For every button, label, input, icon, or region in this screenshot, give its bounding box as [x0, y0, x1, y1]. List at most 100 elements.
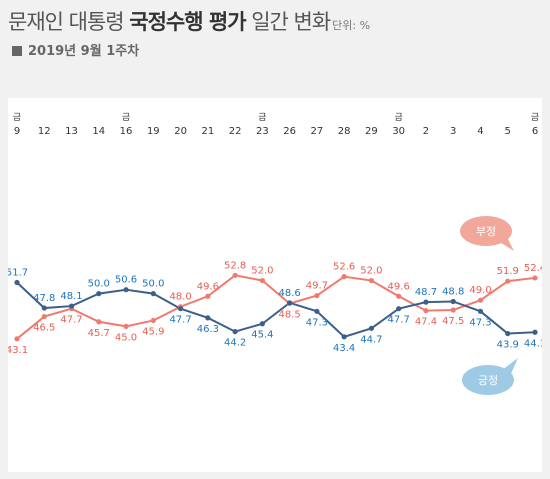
x-tick-label: 26 — [283, 126, 296, 137]
data-point-positive — [177, 306, 184, 312]
data-label-negative: 49.6 — [197, 281, 219, 292]
data-point-positive — [14, 279, 20, 286]
data-label-positive: 46.3 — [197, 324, 219, 335]
title-part2: 일간 변화 — [245, 10, 331, 34]
x-tick-label: 29 — [365, 126, 378, 137]
data-point-negative — [505, 278, 511, 284]
data-point-negative — [232, 272, 238, 278]
data-label-negative: 52.4 — [524, 263, 542, 274]
chart-panel: 9 금 12 13 14 16 금 19 20 21 22 23 금 26 27 28 29 30 금 2 3 4 5 6 금 5… — [8, 98, 542, 472]
data-point-negative — [532, 275, 538, 281]
x-tick-label: 12 — [38, 126, 51, 137]
day-marker: 금 — [395, 112, 403, 123]
legend-positive-bubble — [462, 365, 514, 395]
data-label-negative: 52.6 — [333, 262, 355, 273]
data-label-negative: 45.7 — [88, 328, 110, 339]
data-label-negative: 47.5 — [442, 316, 464, 327]
data-point-negative — [205, 293, 211, 299]
data-point-positive — [368, 325, 375, 331]
data-label-negative: 51.9 — [497, 266, 519, 277]
data-label-positive: 50.0 — [142, 279, 164, 290]
unit-label: 단위: % — [332, 19, 371, 32]
data-label-negative: 47.7 — [60, 315, 82, 326]
data-point-positive — [232, 329, 238, 335]
day-marker: 금 — [13, 112, 21, 123]
x-tick-label: 21 — [201, 126, 214, 137]
chart-subtitle: 2019년 9월 1주차 — [12, 40, 139, 59]
data-point-positive — [150, 291, 156, 297]
x-tick-label: 2 — [423, 126, 429, 137]
data-label-positive: 43.9 — [497, 340, 519, 351]
data-label-positive: 50.6 — [115, 275, 137, 286]
data-point-negative — [314, 293, 320, 299]
data-point-positive — [96, 291, 102, 297]
data-point-positive — [450, 298, 456, 305]
data-point-positive — [259, 321, 265, 327]
series-line-negative — [16, 274, 536, 340]
data-label-positive: 47.8 — [33, 293, 55, 304]
data-label-positive: 51.7 — [8, 268, 28, 279]
data-point-negative — [96, 319, 102, 325]
legend-negative-bubble-tail — [498, 235, 514, 251]
data-point-positive — [287, 300, 293, 306]
data-point-negative — [450, 307, 456, 313]
data-label-positive: 43.4 — [333, 343, 355, 354]
x-tick-label: 28 — [338, 126, 351, 137]
square-icon — [12, 46, 22, 56]
day-marker: 금 — [122, 112, 130, 123]
data-point-negative — [259, 277, 265, 284]
data-label-negative: 49.7 — [306, 281, 328, 292]
data-label-negative: 45.0 — [115, 332, 137, 343]
data-point-negative — [123, 323, 129, 329]
data-label-negative: 48.5 — [278, 309, 300, 320]
data-label-positive: 48.8 — [442, 286, 464, 297]
x-tick-label: 5 — [505, 126, 511, 137]
data-point-positive — [314, 308, 320, 314]
legend-negative-bubble — [460, 216, 512, 246]
x-tick-label: 4 — [477, 126, 483, 137]
data-label-negative: 52.0 — [360, 266, 382, 277]
x-tick-label: 20 — [174, 126, 187, 137]
data-label-positive: 48.6 — [278, 288, 300, 299]
x-tick-label: 3 — [450, 126, 456, 137]
data-label-negative: 45.9 — [142, 326, 164, 337]
data-point-positive — [505, 330, 511, 337]
data-point-negative — [477, 297, 484, 303]
data-label-positive: 44.2 — [224, 338, 246, 349]
x-tick-label: 9 — [14, 126, 20, 137]
data-point-negative — [423, 308, 429, 314]
x-tick-label: 23 — [256, 126, 269, 137]
data-point-negative — [150, 317, 156, 324]
data-point-positive — [341, 334, 347, 340]
data-point-negative — [341, 274, 347, 280]
data-label-negative: 49.0 — [469, 285, 491, 296]
data-label-positive: 47.7 — [388, 315, 410, 326]
x-tick-label: 22 — [229, 126, 242, 137]
data-label-positive: 45.4 — [251, 330, 273, 341]
x-tick-label: 14 — [92, 126, 105, 137]
x-tick-label: 13 — [65, 126, 78, 137]
data-label-negative: 52.0 — [251, 266, 273, 277]
data-label-negative: 52.8 — [224, 260, 246, 271]
title-bold: 국정수행 평가 — [129, 10, 246, 34]
series-line-positive — [16, 281, 536, 338]
data-point-negative — [396, 293, 402, 299]
data-label-positive: 48.1 — [60, 291, 82, 302]
data-point-positive — [477, 308, 484, 314]
data-label-positive: 44.7 — [360, 334, 382, 345]
x-tick-label: 6 — [532, 126, 538, 137]
data-label-negative: 48.0 — [169, 292, 191, 303]
day-marker: 금 — [258, 112, 266, 123]
data-point-negative — [14, 336, 20, 342]
x-tick-label: 27 — [311, 126, 324, 137]
data-label-positive: 47.3 — [306, 317, 328, 328]
data-point-negative — [41, 313, 47, 320]
data-point-positive — [396, 306, 402, 312]
legend-negative-bubble-label: 부정 — [476, 225, 496, 238]
legend-positive-bubble-tail — [502, 358, 518, 376]
day-marker: 금 — [531, 112, 539, 123]
data-label-positive: 48.7 — [415, 287, 437, 298]
data-label-negative: 46.5 — [33, 323, 55, 334]
